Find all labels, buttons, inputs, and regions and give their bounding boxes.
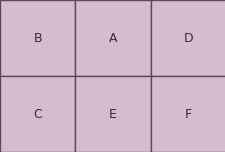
Text: F: F	[184, 107, 191, 121]
Text: B: B	[33, 31, 42, 45]
Text: D: D	[183, 31, 192, 45]
Bar	[75, 76, 150, 152]
Text: C: C	[33, 107, 42, 121]
Bar	[150, 76, 225, 152]
Bar	[0, 76, 75, 152]
Bar	[0, 0, 75, 76]
Bar	[75, 0, 150, 76]
Text: A: A	[108, 31, 117, 45]
Bar	[150, 0, 225, 76]
Text: E: E	[109, 107, 116, 121]
